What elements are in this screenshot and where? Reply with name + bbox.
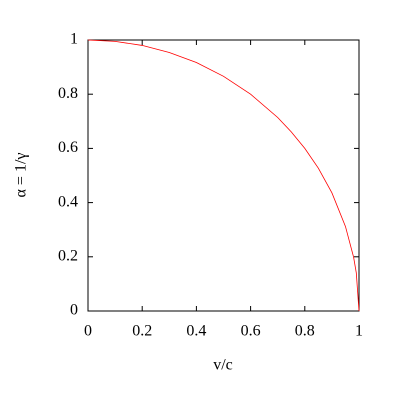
x-tick-label: 0.2 — [132, 323, 152, 340]
x-tick-label: 0 — [84, 323, 92, 340]
y-tick-label: 0.6 — [58, 139, 78, 156]
y-axis-label: α = 1/γ — [13, 153, 30, 198]
x-tick-label: 1 — [355, 323, 363, 340]
x-axis-label: v/c — [213, 357, 233, 374]
y-tick-label: 0 — [70, 302, 78, 319]
y-tick-label: 0.4 — [58, 193, 78, 210]
x-tick-label: 0.4 — [186, 323, 206, 340]
y-tick-label: 1 — [70, 31, 78, 48]
y-tick-label: 0.8 — [58, 85, 78, 102]
x-tick-label: 0.6 — [241, 323, 261, 340]
x-tick-label: 0.8 — [295, 323, 315, 340]
y-tick-label: 0.2 — [58, 247, 78, 264]
line — [87, 39, 360, 312]
plot-frame — [87, 39, 360, 312]
